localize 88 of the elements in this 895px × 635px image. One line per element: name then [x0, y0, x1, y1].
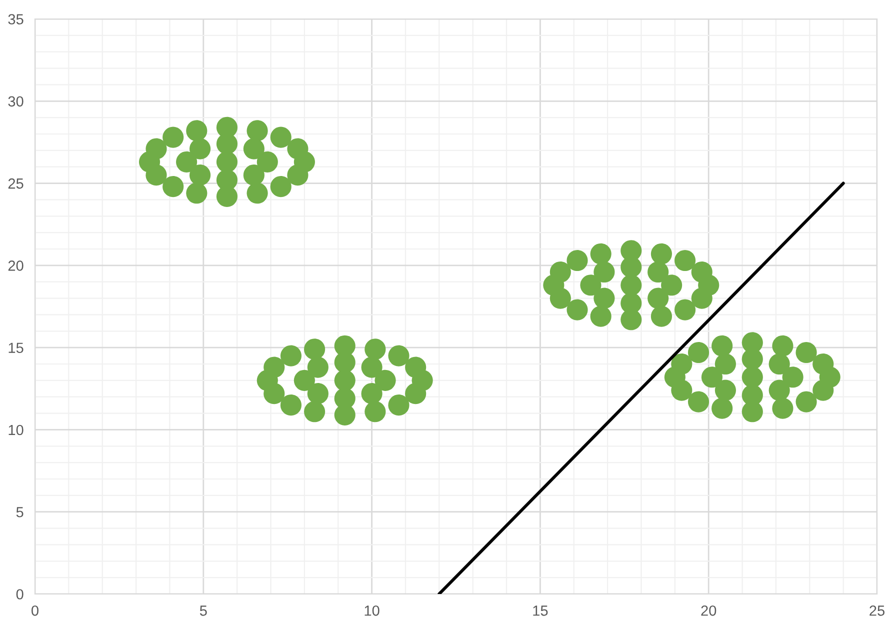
point: [256, 151, 278, 172]
point: [190, 164, 211, 186]
point: [648, 261, 669, 283]
point: [648, 288, 669, 309]
point: [388, 394, 410, 416]
point: [186, 182, 208, 204]
point: [674, 299, 696, 320]
point: [650, 243, 672, 264]
y-tick-label: 15: [8, 342, 24, 353]
point: [566, 250, 588, 272]
point: [287, 164, 308, 186]
y-tick-label: 20: [8, 260, 24, 271]
point: [162, 176, 184, 198]
point: [405, 383, 426, 404]
point: [580, 274, 602, 296]
point: [712, 335, 733, 356]
point: [246, 120, 268, 142]
point: [162, 126, 184, 148]
point: [590, 243, 612, 264]
point: [688, 342, 710, 364]
point: [334, 370, 356, 391]
point: [243, 138, 264, 160]
x-tick-label: 10: [364, 605, 380, 616]
point: [701, 366, 722, 388]
y-tick-label: 30: [8, 96, 24, 107]
y-tick-label: 35: [8, 14, 24, 24]
point: [550, 288, 571, 309]
point: [270, 176, 292, 198]
point: [772, 398, 794, 419]
x-tick-label: 15: [533, 606, 548, 616]
point: [280, 394, 302, 416]
point: [304, 401, 326, 422]
point: [671, 380, 692, 401]
point: [772, 335, 794, 356]
point: [782, 366, 804, 388]
point: [566, 299, 588, 320]
point: [243, 164, 264, 186]
x-tick-label: 25: [870, 605, 884, 616]
point: [712, 398, 733, 419]
point: [742, 366, 763, 388]
point: [361, 356, 382, 378]
point: [812, 380, 834, 401]
point: [661, 274, 682, 296]
point: [361, 383, 382, 404]
point: [691, 288, 712, 309]
point: [405, 356, 426, 378]
point: [364, 401, 386, 422]
y-tick-label: 10: [8, 424, 24, 436]
point: [186, 120, 208, 142]
x-tick-label: 20: [701, 605, 716, 616]
point: [374, 370, 396, 391]
point: [280, 345, 302, 366]
point: [688, 391, 710, 412]
point: [594, 288, 615, 309]
point: [307, 356, 328, 378]
x-tick-label: 5: [200, 606, 207, 616]
point: [714, 380, 736, 401]
point: [590, 306, 612, 327]
x-tick-label: 0: [32, 605, 38, 616]
point: [364, 338, 386, 360]
point: [146, 164, 167, 186]
point: [674, 250, 696, 272]
point: [650, 306, 672, 327]
point: [264, 383, 285, 404]
point: [594, 261, 615, 283]
point: [768, 353, 790, 375]
point: [691, 261, 712, 283]
point: [270, 126, 292, 148]
point: [620, 274, 642, 296]
y-tick-label: 0: [16, 589, 24, 600]
point: [287, 138, 308, 160]
point: [714, 353, 736, 375]
point: [812, 353, 834, 375]
point: [216, 151, 238, 172]
point: [768, 380, 790, 401]
point: [176, 151, 198, 172]
point: [307, 383, 328, 404]
point: [620, 256, 642, 278]
point: [190, 138, 211, 160]
point: [246, 182, 268, 204]
point: [304, 338, 326, 360]
point: [796, 391, 817, 412]
point: [294, 370, 315, 391]
point: [796, 342, 817, 364]
y-tick-label: 25: [8, 178, 24, 189]
point: [742, 348, 763, 370]
y-tick-label: 5: [16, 507, 24, 518]
point: [388, 345, 410, 366]
